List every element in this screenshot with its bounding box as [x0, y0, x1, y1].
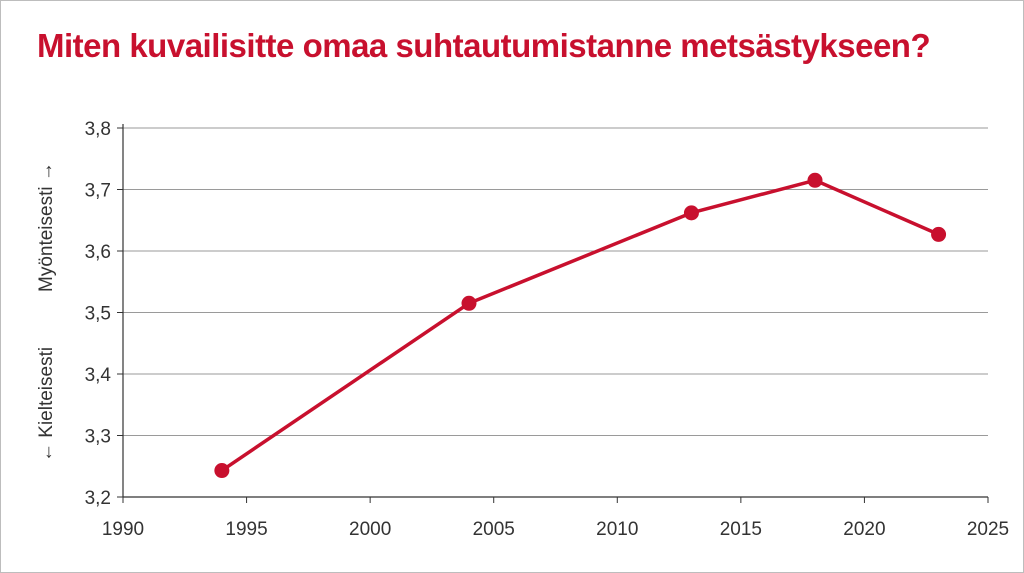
y-tick-label: 3,2 [85, 488, 111, 509]
series-line [220, 178, 941, 473]
x-tick-label: 1990 [102, 519, 144, 540]
series [214, 172, 947, 479]
y-tick-label: 3,3 [85, 427, 111, 448]
axes [117, 124, 989, 503]
y-tick-label: 3,5 [85, 304, 111, 325]
x-tick-label: 2015 [720, 519, 762, 540]
data-point [461, 295, 477, 311]
x-tick-label: 2000 [349, 519, 391, 540]
y-axis-label-positive: Myönteisesti → [36, 162, 57, 292]
y-axis-labels: ← Kielteisesti Myönteisesti → [36, 162, 57, 462]
data-point [214, 463, 230, 479]
y-tick-label: 3,8 [85, 119, 111, 140]
chart-title: Miten kuvailisitte omaa suhtautumistanne… [37, 27, 931, 64]
data-point [683, 205, 699, 221]
x-tick-label: 2025 [967, 519, 1009, 540]
x-tick-label: 1995 [225, 519, 267, 540]
data-point [931, 226, 947, 242]
y-tick-label: 3,6 [85, 242, 111, 263]
x-tick-labels: 1990 1995 2000 2005 2010 2015 2020 2025 [102, 519, 1009, 540]
y-tick-label: 3,4 [85, 365, 112, 386]
x-tick-label: 2020 [843, 519, 885, 540]
y-axis-label-negative: ← Kielteisesti [36, 347, 57, 462]
data-point [807, 172, 823, 188]
gridlines [123, 127, 988, 436]
y-tick-labels: 3,2 3,3 3,4 3,5 3,6 3,7 3,8 [85, 119, 112, 509]
x-tick-label: 2010 [596, 519, 638, 540]
y-tick-label: 3,7 [85, 181, 111, 202]
x-tick-label: 2005 [473, 519, 515, 540]
